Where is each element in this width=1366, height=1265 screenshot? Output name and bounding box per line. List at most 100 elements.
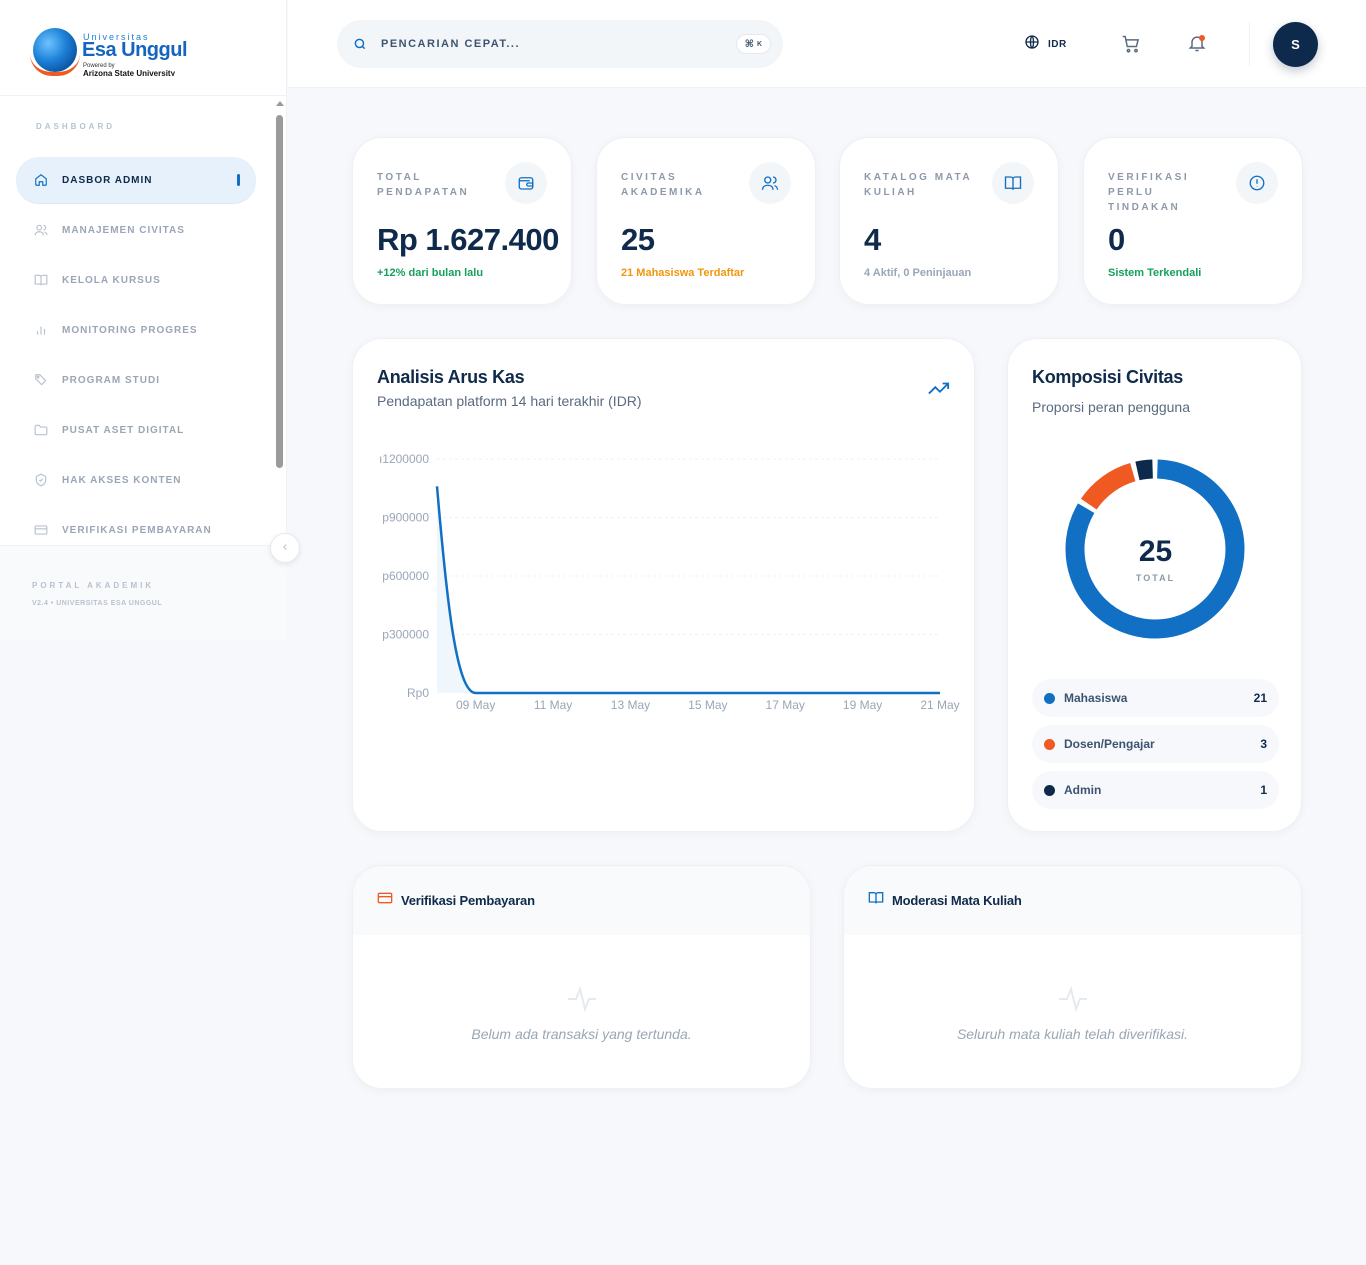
brand-logo[interactable]: Universitas Esa Unggul Powered by Arizon… — [0, 0, 286, 96]
command-key-symbol: ⌘ — [744, 38, 754, 50]
alert-circle-icon — [1236, 162, 1278, 204]
legend-value: 3 — [1260, 737, 1267, 751]
scrollbar-thumb[interactable] — [276, 115, 283, 468]
stat-label: VERIFIKASI PERLU TINDAKAN — [1108, 172, 1190, 213]
sidebar-item-label: HAK AKSES KONTEN — [62, 474, 182, 486]
series-line — [435, 486, 940, 695]
composition-card: Komposisi Civitas Proporsi peran penggun… — [1007, 338, 1302, 832]
stat-value: 25 — [621, 222, 655, 257]
stat-card-katalog-mata-kuliah: KATALOG MATA KULIAH 4 4 Aktif, 0 Peninja… — [839, 137, 1059, 305]
folder-icon — [34, 423, 48, 437]
payment-verification-card: Verifikasi Pembayaran Belum ada transaks… — [352, 865, 811, 1089]
stat-sub: +12% dari bulan lalu — [377, 267, 484, 279]
legend-dot — [1044, 784, 1055, 796]
legend-name: Dosen/Pengajar — [1064, 737, 1155, 751]
book-icon — [34, 273, 48, 287]
stat-label: TOTAL PENDAPATAN — [377, 172, 470, 198]
sidebar-item-kelola-kursus[interactable]: KELOLA KURSUS — [16, 257, 256, 303]
stat-sub: 21 Mahasiswa Terdaftar — [621, 267, 745, 279]
course-moderation-title: Moderasi Mata Kuliah — [892, 893, 1022, 908]
nav-section-title: DASHBOARD — [36, 122, 115, 131]
cashflow-card: Analisis Arus Kas Pendapatan platform 14… — [352, 338, 975, 832]
globe-icon — [1024, 34, 1040, 55]
legend-dot — [1044, 692, 1055, 704]
stat-value: 4 — [864, 222, 881, 257]
stat-sub: Sistem Terkendali — [1108, 267, 1202, 279]
legend-dot — [1044, 738, 1055, 750]
chevron-left-icon — [280, 541, 290, 555]
sidebar-item-label: KELOLA KURSUS — [62, 274, 161, 286]
wallet-icon — [505, 162, 547, 204]
y-tick-label: ı1200000 — [379, 452, 429, 466]
x-tick-label: 11 May — [534, 698, 572, 712]
cart-icon — [1121, 35, 1141, 58]
composition-donut-chart — [1065, 459, 1245, 639]
payment-verification-header: Verifikasi Pembayaran — [353, 866, 810, 935]
sidebar-item-dasbor-admin[interactable]: DASBOR ADMIN — [16, 157, 256, 203]
moderation-empty-state: Seluruh mata kuliah telah diverifikasi. — [956, 1026, 1189, 1042]
x-tick-label: 19 May — [843, 698, 882, 712]
sidebar-scrollbar[interactable] — [273, 97, 287, 544]
scroll-up-arrow-icon[interactable] — [276, 101, 284, 106]
payment-empty-state: Belum ada transaksi yang tertunda. — [471, 1026, 692, 1042]
x-tick-label: 13 May — [611, 698, 650, 712]
shortcut-badge: ⌘ K — [735, 34, 771, 54]
sidebar-item-verifikasi-pembayaran[interactable]: VERIFIKASI PEMBAYARAN — [16, 507, 256, 544]
donut-slice[interactable] — [1065, 459, 1245, 639]
legend-item-admin: Admin 1 — [1032, 771, 1279, 809]
composition-subtitle: Proporsi peran pengguna — [1032, 399, 1191, 415]
sidebar-item-program-studi[interactable]: PROGRAM STUDI — [16, 357, 256, 403]
sidebar-item-monitoring-progres[interactable]: MONITORING PROGRES — [16, 307, 256, 353]
trending-up-icon[interactable] — [928, 381, 950, 402]
avatar[interactable]: S — [1273, 22, 1318, 67]
donut-slice[interactable] — [1080, 463, 1136, 510]
stat-value: Rp 1.627.400 — [377, 222, 559, 257]
stat-card-verifikasi-perlu-tindakan: VERIFIKASI PERLU TINDAKAN 0 Sistem Terke… — [1083, 137, 1303, 305]
tag-icon — [34, 373, 48, 387]
x-tick-label: 15 May — [688, 698, 727, 712]
sidebar-item-pusat-aset-digital[interactable]: PUSAT ASET DIGITAL — [16, 407, 256, 453]
sidebar: Universitas Esa Unggul Powered by Arizon… — [0, 0, 287, 640]
cart-button[interactable] — [1121, 34, 1141, 59]
stat-card-total-pendapatan: TOTAL PENDAPATAN Rp 1.627.400 +12% dari … — [352, 137, 572, 305]
x-tick-label: 17 May — [766, 698, 805, 712]
users-icon — [749, 162, 791, 204]
book-open-icon — [992, 162, 1034, 204]
stat-label: CIVITAS AKADEMIKA — [621, 172, 705, 198]
legend-name: Admin — [1064, 783, 1102, 797]
notifications-button[interactable] — [1187, 33, 1207, 58]
currency-switcher[interactable]: IDR — [1024, 34, 1067, 55]
legend-item-mahasiswa: Mahasiswa 21 — [1032, 679, 1279, 717]
active-indicator — [237, 174, 240, 186]
donut-total-value: 25 — [1138, 535, 1173, 568]
header-divider — [1249, 22, 1250, 66]
brand-name: Esa Unggul — [82, 39, 188, 61]
cashflow-chart: Rp0 p300000 p600000 p900000 ı1200000 09 May 11… — [379, 452, 960, 712]
y-tick-label: p900000 — [382, 511, 429, 525]
portal-version: V2.4 • UNIVERSITAS ESA UNGGUL — [32, 600, 163, 607]
brand-partner: Arizona State University — [83, 69, 176, 76]
sidebar-item-label: DASBOR ADMIN — [62, 174, 153, 186]
activity-pulse-icon — [1057, 984, 1089, 1019]
credit-card-icon — [34, 523, 48, 537]
x-tick-label: 09 May — [456, 698, 495, 712]
composition-title: Komposisi Civitas — [1032, 367, 1183, 387]
y-tick-label: Rp0 — [407, 686, 429, 700]
sidebar-item-hak-akses-konten[interactable]: HAK AKSES KONTEN — [16, 457, 256, 503]
credit-card-icon — [377, 891, 393, 910]
shortcut-key: K — [756, 40, 762, 48]
donut-slice[interactable] — [1135, 459, 1154, 481]
cashflow-subtitle: Pendapatan platform 14 hari terakhir (ID… — [377, 393, 642, 409]
sidebar-item-label: PROGRAM STUDI — [62, 374, 160, 386]
stat-card-civitas-akademika: CIVITAS AKADEMIKA 25 21 Mahasiswa Terdaf… — [596, 137, 816, 305]
cashflow-title: Analisis Arus Kas — [377, 367, 525, 387]
sidebar-item-manajemen-civitas[interactable]: MANAJEMEN CIVITAS — [16, 207, 256, 253]
bar-chart-icon — [34, 323, 48, 337]
y-tick-label: p300000 — [382, 628, 429, 642]
search-input[interactable]: PENCARIAN CEPAT... ⌘ K — [337, 20, 783, 68]
activity-pulse-icon — [566, 984, 598, 1019]
collapse-sidebar-button[interactable] — [270, 533, 300, 563]
portal-title: PORTAL AKADEMIK — [32, 581, 155, 590]
brand-powered: Powered by — [83, 63, 115, 69]
course-moderation-header: Moderasi Mata Kuliah — [844, 866, 1301, 935]
